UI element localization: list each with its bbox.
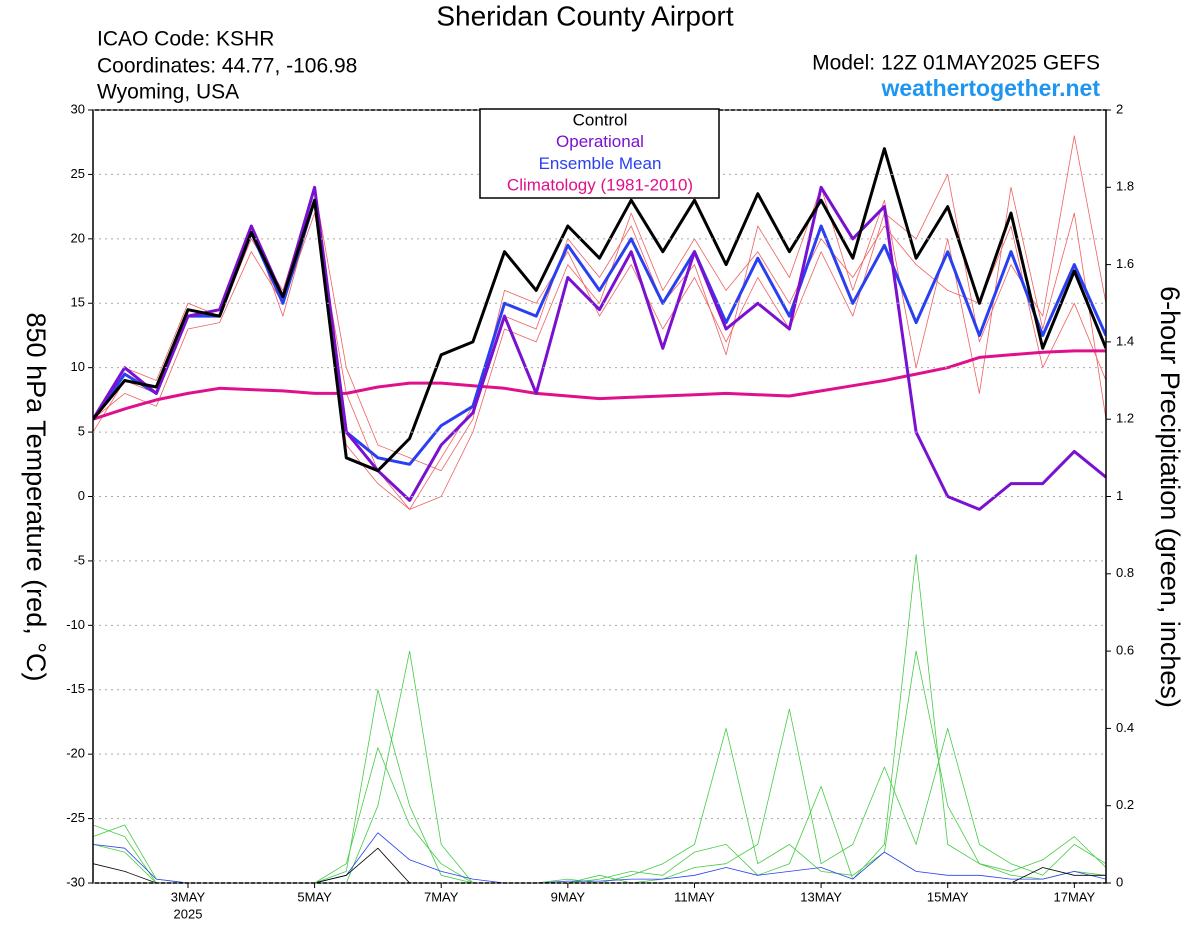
chart-title: Sheridan County Airport: [436, 0, 734, 31]
y-axis-label: 850 hPa Temperature (red, °C): [21, 313, 51, 682]
y2-tick-label: 1: [1116, 488, 1123, 503]
y2-tick-label: 0: [1116, 874, 1123, 889]
plot-area: [93, 135, 1106, 883]
member-line: [93, 554, 1106, 883]
y-tick-label: 20: [71, 230, 85, 245]
series-line: [93, 185, 1106, 511]
member-line: [93, 832, 1106, 883]
member-line: [93, 650, 1106, 883]
series-line: [93, 349, 1106, 421]
legend-box: [479, 108, 720, 199]
location: Wyoming, USA: [97, 81, 239, 104]
y2-tick-label: 0.2: [1116, 797, 1134, 812]
member-line: [93, 650, 1106, 883]
y-tick-label: -10: [66, 617, 85, 632]
y2-axis-label: 6-hour Precipitation (green, inches): [1155, 286, 1185, 708]
y-tick-label: 0: [78, 488, 85, 503]
y-tick-label: -5: [73, 552, 85, 567]
y2-tick-label: 0.6: [1116, 643, 1134, 658]
coordinates: Coordinates: 44.77, -106.98: [97, 55, 357, 78]
y-tick-label: 15: [71, 295, 85, 310]
x-tick-label: 7MAY: [424, 889, 459, 904]
x-tick-label: 3MAY: [171, 889, 206, 904]
x-tick-label: 5MAY: [297, 889, 332, 904]
y-tick-label: -15: [66, 681, 85, 696]
legend-entry: Operational: [556, 132, 644, 151]
member-line: [93, 847, 1106, 883]
y-tick-label: 25: [71, 166, 85, 181]
member-line: [93, 212, 1106, 510]
y2-tick-label: 1.2: [1116, 411, 1134, 426]
y-tick-label: 5: [78, 424, 85, 439]
y-tick-label: -30: [66, 874, 85, 889]
y-tick-label: 10: [71, 359, 85, 374]
y2-tick-label: 2: [1116, 101, 1123, 116]
y2-tick-label: 0.4: [1116, 720, 1134, 735]
member-line: [93, 186, 1106, 510]
legend-entry: Ensemble Mean: [539, 154, 662, 173]
y-tick-label: 30: [71, 101, 85, 116]
site: weathertogether.net: [880, 75, 1100, 101]
y2-tick-label: 1.8: [1116, 179, 1134, 194]
y2-tick-label: 0.8: [1116, 565, 1134, 580]
x-tick-label: 17MAY: [1054, 889, 1096, 904]
series-line: [93, 147, 1106, 473]
x-tick-label: 9MAY: [551, 889, 586, 904]
legend-entry: Control: [573, 110, 628, 129]
icao: ICAO Code: KSHR: [97, 28, 274, 51]
y-tick-label: -20: [66, 746, 85, 761]
x-tick-label: 13MAY: [800, 889, 842, 904]
x-sublabel: 2025: [174, 906, 203, 921]
y-tick-label: -25: [66, 810, 85, 825]
legend-entry: Climatology (1981-2010): [507, 176, 693, 195]
y2-tick-label: 1.4: [1116, 333, 1134, 348]
x-tick-label: 15MAY: [927, 889, 969, 904]
y2-tick-label: 1.6: [1116, 256, 1134, 271]
model: Model: 12Z 01MAY2025 GEFS: [812, 52, 1100, 75]
x-tick-label: 11MAY: [674, 889, 715, 904]
